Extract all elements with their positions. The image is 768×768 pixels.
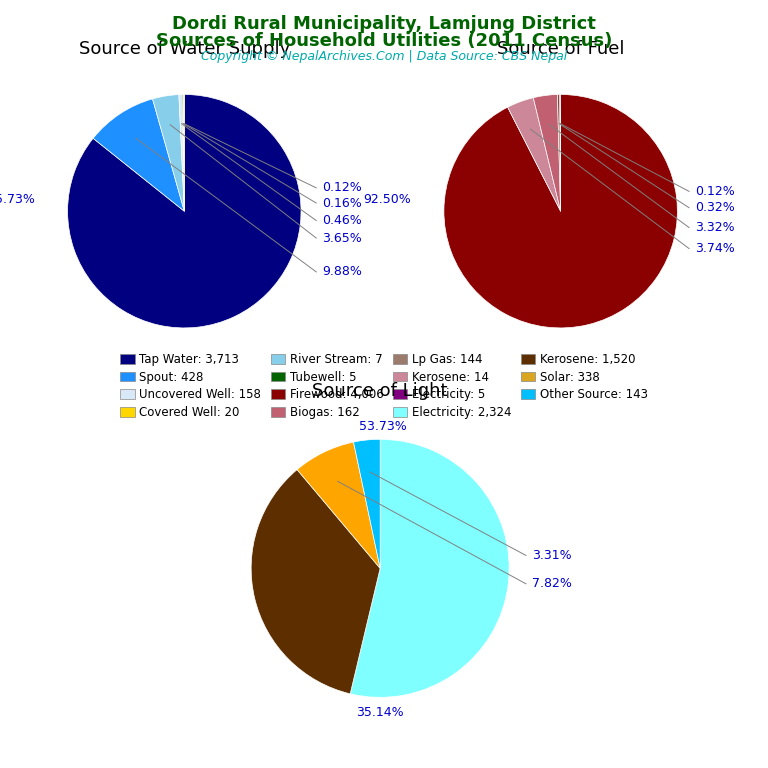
Title: Source of Fuel: Source of Fuel (497, 40, 624, 58)
Legend: Tap Water: 3,713, Spout: 428, Uncovered Well: 158, Covered Well: 20, River Strea: Tap Water: 3,713, Spout: 428, Uncovered … (121, 353, 647, 419)
Title: Source of Water Supply: Source of Water Supply (78, 40, 290, 58)
Text: 7.82%: 7.82% (532, 578, 572, 591)
Wedge shape (93, 99, 184, 211)
Text: 0.12%: 0.12% (695, 185, 735, 198)
Wedge shape (297, 442, 380, 568)
Text: 35.14%: 35.14% (356, 707, 404, 720)
Wedge shape (179, 94, 184, 211)
Wedge shape (508, 98, 561, 211)
Text: 3.31%: 3.31% (532, 549, 572, 562)
Wedge shape (533, 94, 561, 211)
Text: 53.73%: 53.73% (359, 420, 406, 433)
Text: 0.46%: 0.46% (322, 214, 362, 227)
Wedge shape (353, 439, 380, 568)
Title: Source of Light: Source of Light (313, 382, 448, 400)
Text: Dordi Rural Municipality, Lamjung District: Dordi Rural Municipality, Lamjung Distri… (172, 15, 596, 33)
Text: 0.16%: 0.16% (322, 197, 362, 210)
Wedge shape (560, 94, 561, 211)
Text: 9.88%: 9.88% (322, 266, 362, 279)
Wedge shape (350, 439, 509, 697)
Wedge shape (153, 94, 184, 211)
Text: 85.73%: 85.73% (0, 193, 35, 206)
Text: 3.32%: 3.32% (695, 221, 734, 234)
Text: 3.74%: 3.74% (695, 242, 735, 255)
Text: 3.65%: 3.65% (322, 231, 362, 244)
Text: Copyright © NepalArchives.Com | Data Source: CBS Nepal: Copyright © NepalArchives.Com | Data Sou… (201, 50, 567, 63)
Wedge shape (558, 94, 561, 211)
Wedge shape (68, 94, 301, 328)
Text: 92.50%: 92.50% (363, 193, 411, 206)
Wedge shape (182, 94, 184, 211)
Text: 0.32%: 0.32% (695, 201, 735, 214)
Text: Sources of Household Utilities (2011 Census): Sources of Household Utilities (2011 Cen… (156, 32, 612, 50)
Wedge shape (251, 469, 380, 694)
Text: 0.12%: 0.12% (322, 181, 362, 194)
Wedge shape (444, 94, 677, 328)
